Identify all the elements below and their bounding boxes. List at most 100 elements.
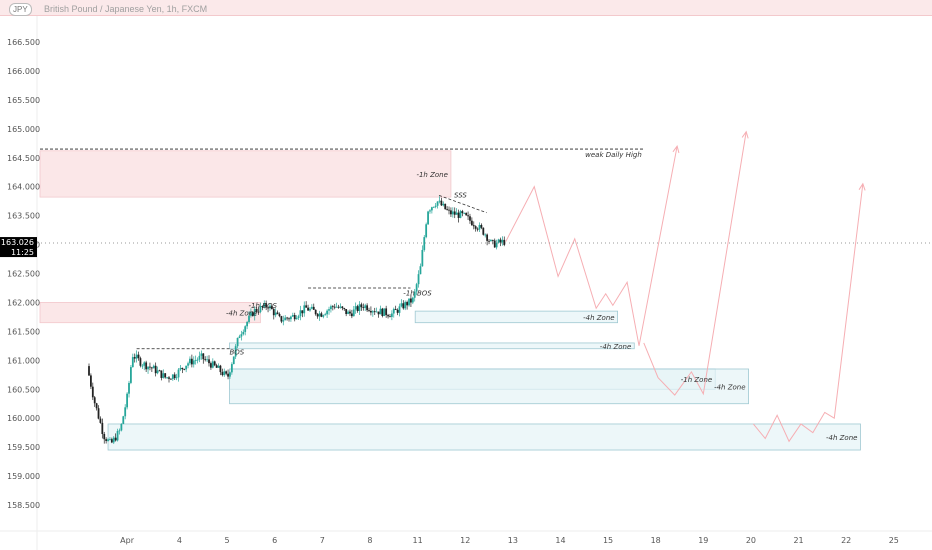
candle-body <box>139 358 142 366</box>
candle-body <box>137 354 140 359</box>
candle-body <box>143 362 146 366</box>
candle-body <box>90 375 92 387</box>
candle-body <box>451 211 454 215</box>
price-tick: 161.500 <box>7 327 40 336</box>
candle-body <box>116 430 119 441</box>
candle-body <box>390 313 393 317</box>
candle-body <box>181 367 184 369</box>
candle-body <box>450 210 452 215</box>
price-tick: 165.500 <box>7 96 40 105</box>
time-axis[interactable]: Apr 4 5 6 7 8 11 12 13 14 15 18 19 20 21 22 25 <box>120 536 899 545</box>
candle-body <box>158 370 161 372</box>
candle-body <box>387 315 389 317</box>
currency-badge[interactable]: JPY <box>9 3 32 16</box>
candle-body <box>465 212 468 216</box>
candle-body <box>103 433 106 440</box>
candle-body <box>131 357 134 368</box>
candle-body <box>417 274 420 285</box>
candle-body <box>88 366 90 376</box>
bos-label: BOS <box>229 349 244 357</box>
price-tick: 160.000 <box>7 414 40 423</box>
candle-body <box>215 365 218 368</box>
price-tick: 165.000 <box>7 125 40 134</box>
candle-body <box>293 315 296 320</box>
candle-body <box>331 306 334 308</box>
candle-body <box>314 309 317 315</box>
candle-body <box>170 378 172 380</box>
candle-body <box>328 309 330 311</box>
candle-body <box>352 309 355 317</box>
candle-body <box>430 207 433 211</box>
candle-body <box>324 314 327 316</box>
candle-body <box>229 372 231 377</box>
candle-body <box>259 306 262 312</box>
candle-body <box>491 239 494 241</box>
candle-body <box>429 210 431 212</box>
date-tick: 13 <box>508 536 518 545</box>
current-price-label: 163.026 11:25 <box>0 237 932 258</box>
candle-body <box>503 239 506 245</box>
candle-body <box>385 308 388 316</box>
candle-body <box>488 240 490 242</box>
price-tick: 159.500 <box>7 443 40 452</box>
price-axis[interactable]: 158.500 159.000 159.500 160.000 160.500 161.0… <box>7 38 40 510</box>
candle-body <box>105 439 108 441</box>
candle-body <box>398 306 401 313</box>
candle-body <box>453 211 456 215</box>
candle-body <box>410 298 412 303</box>
candle-body <box>232 356 235 365</box>
candle-body <box>156 370 159 374</box>
candle-body <box>112 437 115 443</box>
candle-body <box>147 366 149 370</box>
candle-body <box>446 209 449 210</box>
candle-body <box>493 240 496 248</box>
candle-body <box>476 228 479 230</box>
candle-body <box>373 311 376 313</box>
date-tick: 20 <box>746 536 756 545</box>
candle-body <box>354 306 357 310</box>
candle-body <box>124 407 127 417</box>
candle-body <box>370 310 372 313</box>
candle-body <box>349 311 351 314</box>
candle-body <box>114 437 117 441</box>
candle-body <box>383 308 386 316</box>
liquidity-label: SSS <box>454 191 467 199</box>
candle-body <box>93 397 96 404</box>
projection-arrowhead <box>858 182 866 191</box>
candle-body <box>347 311 349 315</box>
candle-body <box>448 209 450 211</box>
candle-body <box>225 371 228 374</box>
date-tick: 6 <box>272 536 277 545</box>
candle-body <box>333 306 336 308</box>
candle-body <box>109 439 111 440</box>
candle-body <box>310 306 313 309</box>
candle-body <box>459 211 462 218</box>
price-tick: 159.000 <box>7 472 40 481</box>
projection-layer <box>505 130 866 443</box>
candle-body <box>499 239 502 243</box>
candle-body <box>242 331 245 335</box>
candle-body <box>196 359 199 361</box>
candle-body <box>135 354 138 359</box>
zone-label: -4h Zone <box>714 383 745 391</box>
demand-zone <box>107 423 861 451</box>
candle-body <box>227 373 229 377</box>
candle-body <box>364 305 367 309</box>
candle-body <box>467 215 469 217</box>
date-tick: 15 <box>603 536 613 545</box>
candle-body <box>253 308 256 317</box>
candle-body <box>413 291 416 298</box>
zone-label: -1h Zone <box>416 171 447 179</box>
candle-body <box>219 365 222 373</box>
bar-countdown: 11:25 <box>11 248 34 257</box>
zone-labels-layer: -1h Zone-4h Zone-4h Zone-4h Zone-1h Zone… <box>226 151 858 442</box>
candle-body <box>276 312 279 314</box>
candle-body <box>301 310 304 314</box>
date-tick: 11 <box>412 536 422 545</box>
candle-body <box>213 361 216 366</box>
candle-body <box>408 298 410 306</box>
date-tick: Apr <box>120 536 135 545</box>
candle-body <box>261 306 264 307</box>
candle-body <box>274 312 277 316</box>
